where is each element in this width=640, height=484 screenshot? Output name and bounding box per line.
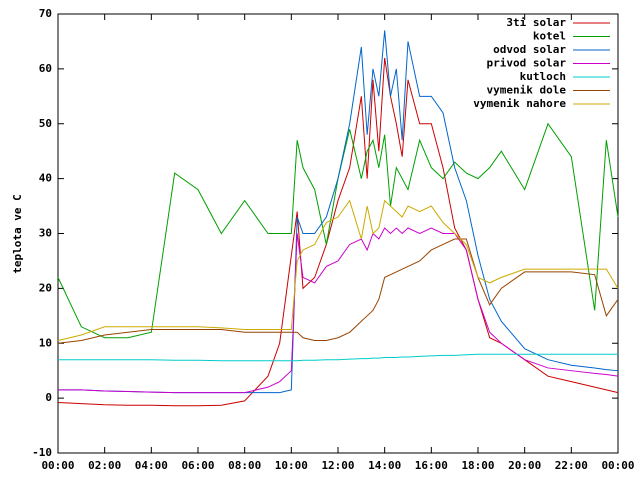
y-tick-label: 70 [39, 7, 52, 20]
series-line [58, 353, 618, 362]
y-tick-label: -10 [32, 446, 52, 459]
y-axis-label: teplota ve C [11, 194, 24, 273]
x-tick-label: 00:00 [41, 459, 74, 472]
series-line [57, 57, 619, 407]
legend-label: 3ti solar [506, 16, 566, 29]
legend-label: vymenik nahore [473, 97, 566, 110]
y-tick-label: 0 [45, 391, 52, 404]
x-tick-label: 06:00 [181, 459, 214, 472]
y-tick-label: 30 [39, 227, 52, 240]
y-tick-label: 10 [39, 336, 52, 349]
x-tick-label: 02:00 [88, 459, 121, 472]
series-line [57, 238, 619, 344]
series-line [57, 122, 619, 339]
x-tick-label: 08:00 [228, 459, 261, 472]
y-tick-label: 40 [39, 172, 52, 185]
y-tick-label: 50 [39, 117, 52, 130]
x-tick-label: 16:00 [415, 459, 448, 472]
series-line [58, 227, 619, 394]
y-tick-label: 20 [39, 281, 52, 294]
x-tick-label: 20:00 [508, 459, 541, 472]
y-tick-label: 60 [39, 62, 52, 75]
x-tick-label: 00:00 [601, 459, 634, 472]
legend-label: kutloch [520, 70, 566, 83]
x-tick-label: 12:00 [321, 459, 354, 472]
legend-label: odvod solar [493, 43, 566, 56]
legend-label: kotel [533, 30, 566, 43]
legend-label: vymenik dole [487, 84, 567, 97]
x-tick-label: 18:00 [461, 459, 494, 472]
x-tick-label: 04:00 [135, 459, 168, 472]
series-line [57, 199, 619, 341]
x-tick-label: 22:00 [555, 459, 588, 472]
legend-label: privod solar [487, 57, 567, 70]
x-tick-label: 10:00 [275, 459, 308, 472]
x-tick-label: 14:00 [368, 459, 401, 472]
